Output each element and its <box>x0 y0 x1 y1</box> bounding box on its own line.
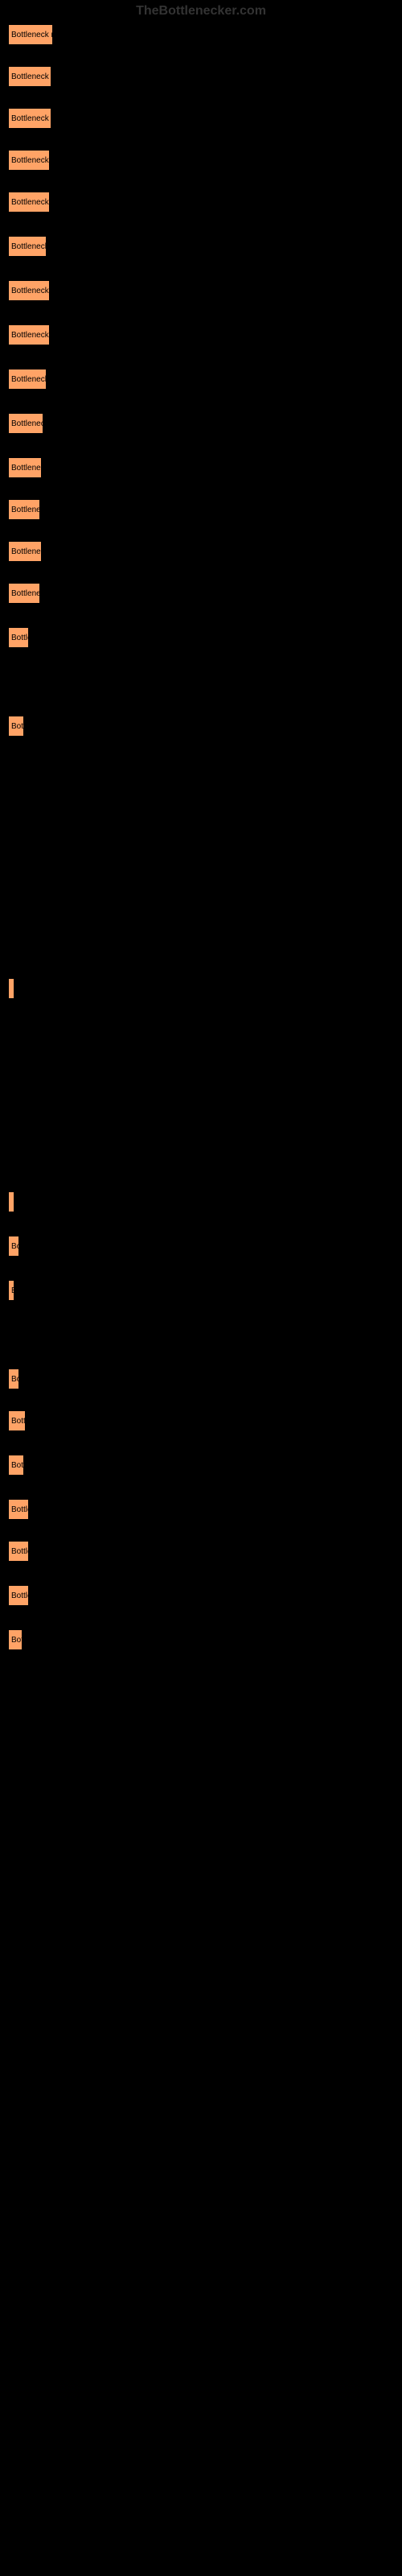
chart-bar[interactable]: Bottleneck re <box>8 324 50 345</box>
chart-bar-label: Bottleneck <box>8 413 43 434</box>
chart-bar-label: Bottleneck res <box>8 24 53 45</box>
chart-bar[interactable]: Bottlenec <box>8 499 40 520</box>
chart-bar-label: Bottleneck re <box>8 150 50 171</box>
chart-bar-label: Bottlenec <box>8 499 40 520</box>
chart-bar[interactable]: Bottleneck res <box>8 24 53 45</box>
chart-bar[interactable]: Bottle <box>8 1499 29 1520</box>
chart-bar-label: Bot <box>8 1629 23 1650</box>
chart-bar[interactable]: Bottleneck <box>8 457 42 478</box>
chart-bar-label: Bottleneck <box>8 541 42 562</box>
chart-bar[interactable] <box>8 1191 14 1212</box>
chart-bar-label <box>8 978 14 999</box>
chart-bar-label: Bottl <box>8 1410 26 1431</box>
chart-bar-label: Bot <box>8 716 24 737</box>
chart-bar-label: B <box>8 1280 14 1301</box>
chart-bar-label: Bo <box>8 1236 19 1257</box>
chart-bar-label: Bottle <box>8 1541 29 1562</box>
chart-bar[interactable]: Bottleneck <box>8 541 42 562</box>
chart-bar[interactable]: Bottleneck re <box>8 66 51 87</box>
chart-bar-label: Bottle <box>8 1499 29 1520</box>
chart-bar[interactable]: B <box>8 1280 14 1301</box>
chart-bar-label: Bottleneck re <box>8 66 51 87</box>
chart-bar-label: Bott <box>8 1455 24 1476</box>
chart-bar[interactable]: Bott <box>8 1455 24 1476</box>
chart-bar[interactable]: Bo <box>8 1368 19 1389</box>
chart-bar[interactable]: Bot <box>8 1629 23 1650</box>
chart-bar[interactable]: Bottleneck re <box>8 280 50 301</box>
chart-bar[interactable] <box>8 978 14 999</box>
chart-bar[interactable]: Bottleneck r <box>8 236 47 257</box>
chart-bar-label: Bottle <box>8 1585 29 1606</box>
chart-bar[interactable]: Bot <box>8 716 24 737</box>
chart-bar[interactable]: Bottlenec <box>8 583 40 604</box>
chart-bar[interactable]: Bo <box>8 1236 19 1257</box>
chart-bar[interactable]: Bottleneck re <box>8 192 50 213</box>
chart-bar[interactable]: Bottleneck r <box>8 369 47 390</box>
chart-bar-label: Bottlenec <box>8 583 40 604</box>
chart-bar[interactable]: Bottleneck re <box>8 150 50 171</box>
watermark-text: TheBottlenecker.com <box>136 4 266 19</box>
chart-bar-label <box>8 1191 14 1212</box>
chart-bar-label: Bottleneck re <box>8 108 51 129</box>
chart-bar-label: Bo <box>8 1368 19 1389</box>
chart-bar-label: Bottleneck r <box>8 369 47 390</box>
chart-bar[interactable]: Bottle <box>8 1541 29 1562</box>
chart-bar[interactable]: Bottle <box>8 627 29 648</box>
chart-bar[interactable]: Bottleneck <box>8 413 43 434</box>
chart-bar-label: Bottleneck re <box>8 192 50 213</box>
chart-bar-label: Bottleneck re <box>8 280 50 301</box>
chart-bar-label: Bottleneck r <box>8 236 47 257</box>
chart-bar[interactable]: Bottl <box>8 1410 26 1431</box>
chart-bar[interactable]: Bottle <box>8 1585 29 1606</box>
chart-bar-label: Bottleneck re <box>8 324 50 345</box>
chart-bar-label: Bottle <box>8 627 29 648</box>
chart-bar-label: Bottleneck <box>8 457 42 478</box>
chart-bar[interactable]: Bottleneck re <box>8 108 51 129</box>
